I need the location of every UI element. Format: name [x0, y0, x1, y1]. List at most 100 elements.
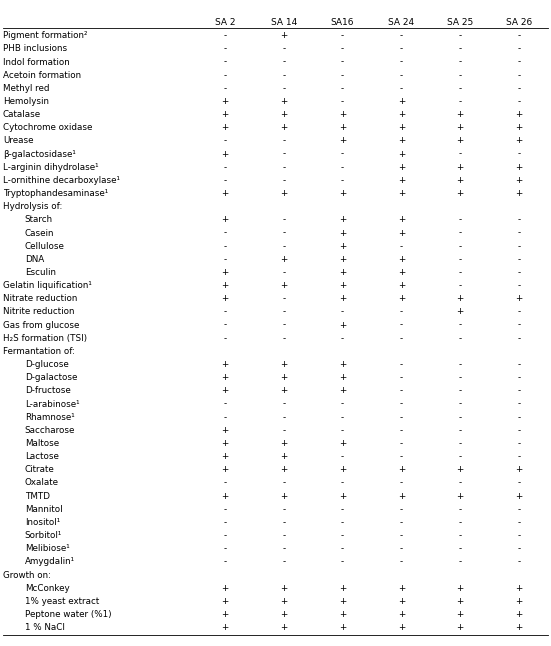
- Text: +: +: [222, 386, 229, 395]
- Text: +: +: [515, 295, 522, 303]
- Text: -: -: [223, 531, 226, 540]
- Text: +: +: [222, 360, 229, 369]
- Text: -: -: [399, 518, 403, 527]
- Text: Peptone water (%1): Peptone water (%1): [25, 610, 111, 619]
- Text: +: +: [398, 584, 405, 592]
- Text: -: -: [517, 386, 521, 395]
- Text: +: +: [339, 189, 346, 198]
- Text: -: -: [282, 544, 285, 553]
- Text: -: -: [517, 518, 521, 527]
- Text: +: +: [280, 97, 288, 106]
- Text: +: +: [222, 189, 229, 198]
- Text: -: -: [517, 242, 521, 251]
- Text: Hemolysin: Hemolysin: [3, 97, 48, 106]
- Text: -: -: [341, 163, 344, 172]
- Text: -: -: [458, 373, 462, 382]
- Text: -: -: [282, 518, 285, 527]
- Text: -: -: [399, 452, 403, 461]
- Text: -: -: [458, 426, 462, 435]
- Text: Indol formation: Indol formation: [3, 57, 69, 67]
- Text: -: -: [399, 242, 403, 251]
- Text: +: +: [456, 307, 464, 317]
- Text: -: -: [282, 242, 285, 251]
- Text: +: +: [456, 597, 464, 606]
- Text: -: -: [282, 399, 285, 408]
- Text: -: -: [517, 84, 521, 93]
- Text: Gas from glucose: Gas from glucose: [3, 320, 79, 329]
- Text: +: +: [398, 610, 405, 619]
- Text: +: +: [398, 150, 405, 159]
- Text: -: -: [517, 57, 521, 67]
- Text: SA 25: SA 25: [447, 18, 473, 27]
- Text: +: +: [339, 597, 346, 606]
- Text: -: -: [517, 307, 521, 317]
- Text: +: +: [339, 242, 346, 251]
- Text: +: +: [222, 439, 229, 448]
- Text: Saccharose: Saccharose: [25, 426, 75, 435]
- Text: +: +: [339, 110, 346, 119]
- Text: +: +: [456, 110, 464, 119]
- Text: +: +: [339, 281, 346, 290]
- Text: +: +: [515, 163, 522, 172]
- Text: -: -: [399, 479, 403, 488]
- Text: +: +: [515, 623, 522, 632]
- Text: -: -: [458, 505, 462, 514]
- Text: Urease: Urease: [3, 136, 33, 145]
- Text: +: +: [222, 97, 229, 106]
- Text: DNA: DNA: [25, 255, 44, 264]
- Text: -: -: [458, 97, 462, 106]
- Text: +: +: [456, 176, 464, 185]
- Text: +: +: [280, 452, 288, 461]
- Text: -: -: [282, 531, 285, 540]
- Text: -: -: [458, 242, 462, 251]
- Text: D-glucose: D-glucose: [25, 360, 68, 369]
- Text: +: +: [222, 426, 229, 435]
- Text: -: -: [517, 97, 521, 106]
- Text: -: -: [517, 505, 521, 514]
- Text: -: -: [458, 360, 462, 369]
- Text: +: +: [339, 360, 346, 369]
- Text: -: -: [399, 320, 403, 329]
- Text: -: -: [458, 70, 462, 79]
- Text: -: -: [282, 307, 285, 317]
- Text: Fermantation of:: Fermantation of:: [3, 347, 75, 356]
- Text: +: +: [339, 268, 346, 277]
- Text: +: +: [398, 281, 405, 290]
- Text: +: +: [339, 229, 346, 238]
- Text: SA 14: SA 14: [271, 18, 297, 27]
- Text: -: -: [282, 163, 285, 172]
- Text: L-ornithine decarboxylase¹: L-ornithine decarboxylase¹: [3, 176, 120, 185]
- Text: SA16: SA16: [331, 18, 354, 27]
- Text: +: +: [398, 97, 405, 106]
- Text: -: -: [341, 334, 344, 343]
- Text: -: -: [399, 70, 403, 79]
- Text: -: -: [517, 215, 521, 224]
- Text: -: -: [282, 176, 285, 185]
- Text: -: -: [458, 45, 462, 54]
- Text: -: -: [223, 70, 226, 79]
- Text: 1 % NaCl: 1 % NaCl: [25, 623, 64, 632]
- Text: +: +: [515, 584, 522, 592]
- Text: -: -: [223, 518, 226, 527]
- Text: Gelatin liquification¹: Gelatin liquification¹: [3, 281, 91, 290]
- Text: -: -: [223, 136, 226, 145]
- Text: D-fructose: D-fructose: [25, 386, 71, 395]
- Text: +: +: [398, 597, 405, 606]
- Text: -: -: [282, 215, 285, 224]
- Text: +: +: [339, 584, 346, 592]
- Text: +: +: [398, 295, 405, 303]
- Text: -: -: [458, 399, 462, 408]
- Text: -: -: [458, 334, 462, 343]
- Text: +: +: [280, 439, 288, 448]
- Text: +: +: [339, 123, 346, 132]
- Text: +: +: [280, 123, 288, 132]
- Text: -: -: [341, 70, 344, 79]
- Text: -: -: [341, 426, 344, 435]
- Text: -: -: [517, 255, 521, 264]
- Text: -: -: [341, 45, 344, 54]
- Text: -: -: [341, 176, 344, 185]
- Text: -: -: [517, 452, 521, 461]
- Text: -: -: [517, 557, 521, 567]
- Text: -: -: [399, 373, 403, 382]
- Text: -: -: [517, 399, 521, 408]
